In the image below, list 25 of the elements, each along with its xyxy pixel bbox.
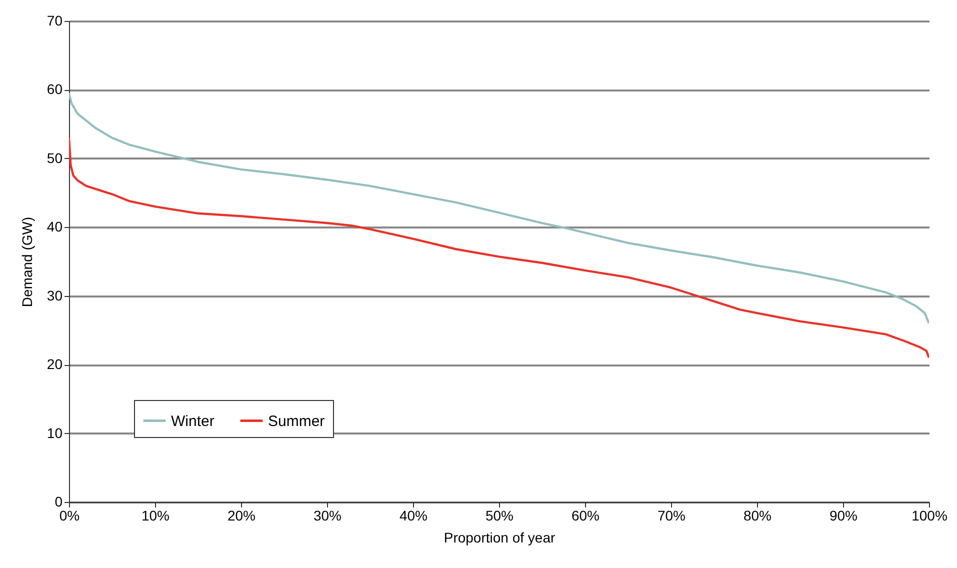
line-series <box>69 92 929 324</box>
x-tick-label: 80% <box>743 508 772 524</box>
y-tick-label: 60 <box>46 81 63 98</box>
x-tick-label: 70% <box>657 508 686 524</box>
line-series <box>69 136 929 359</box>
y-tick-label: 40 <box>46 218 63 235</box>
x-tick-label: 100% <box>912 508 948 524</box>
y-tick-label: 20 <box>46 356 63 372</box>
y-tick-label: 10 <box>46 424 63 441</box>
x-axis-title: Proportion of year <box>444 530 556 546</box>
y-axis-title: Demand (GW) <box>18 216 35 308</box>
y-tick-label: 70 <box>46 12 63 28</box>
x-tick-label: 30% <box>313 508 342 524</box>
x-tick-label: 60% <box>571 508 600 524</box>
x-tick-label: 0% <box>59 508 80 524</box>
legend-label: Summer <box>268 412 325 430</box>
x-tick-label: 40% <box>399 508 428 524</box>
x-tick-label: 10% <box>141 508 170 524</box>
x-tick-label: 20% <box>227 508 256 524</box>
y-tick-label: 0 <box>54 494 63 510</box>
y-tick-label: 30 <box>46 287 63 304</box>
y-tick-label: 50 <box>46 150 63 166</box>
legend-label: Winter <box>171 412 214 430</box>
x-tick-label: 50% <box>485 508 514 524</box>
x-tick-label: 90% <box>829 508 858 524</box>
